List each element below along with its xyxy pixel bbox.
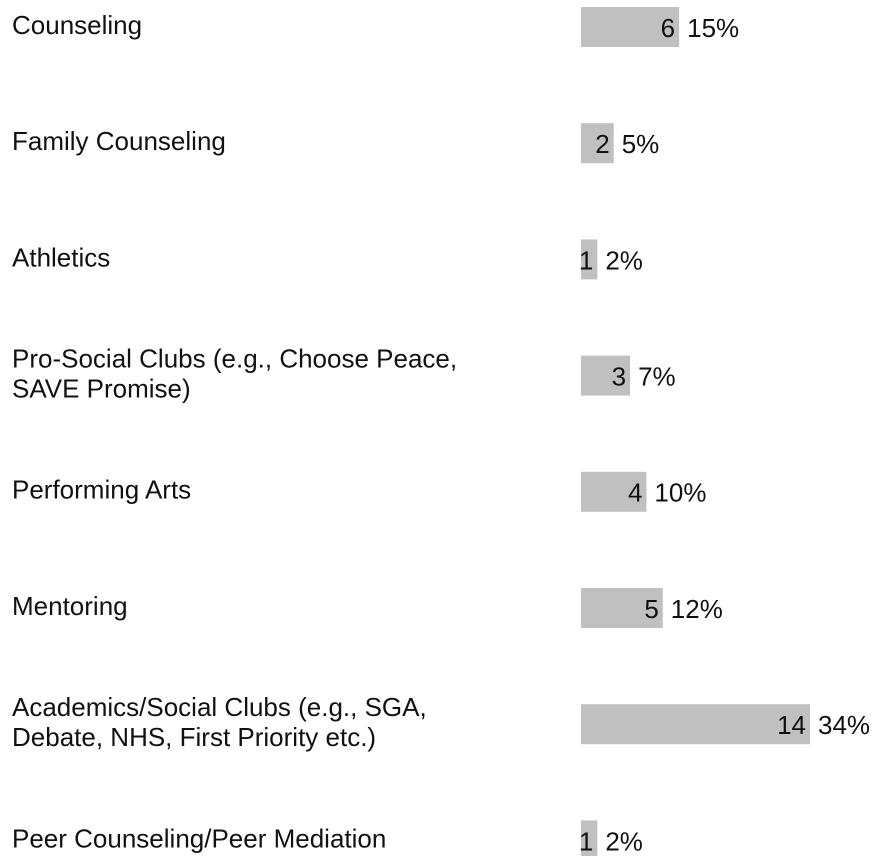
category-label: SAVE Promise) bbox=[12, 373, 191, 403]
category-label: Debate, NHS, First Priority etc.) bbox=[12, 722, 376, 752]
count-label: 3 bbox=[612, 361, 626, 391]
percent-label: 34% bbox=[818, 710, 870, 740]
bar bbox=[581, 123, 614, 164]
percent-label: 7% bbox=[638, 361, 676, 391]
category-label: Performing Arts bbox=[12, 475, 191, 505]
bar bbox=[581, 704, 810, 745]
category-label: Athletics bbox=[12, 242, 110, 272]
percent-label: 5% bbox=[622, 129, 660, 159]
count-label: 1 bbox=[579, 826, 593, 856]
bar bbox=[581, 7, 680, 47]
count-label: 6 bbox=[661, 13, 675, 43]
percent-label: 12% bbox=[671, 594, 723, 624]
bar bbox=[581, 471, 647, 512]
percent-label: 2% bbox=[605, 826, 643, 856]
bar bbox=[581, 355, 631, 396]
category-label: Pro-Social Clubs (e.g., Choose Peace, bbox=[12, 343, 457, 373]
bar bbox=[581, 239, 598, 280]
count-label: 4 bbox=[628, 478, 642, 508]
category-label: Mentoring bbox=[12, 591, 128, 621]
category-label: Peer Counseling/Peer Mediation bbox=[12, 823, 386, 853]
category-label: Family Counseling bbox=[12, 126, 226, 156]
count-label: 2 bbox=[595, 129, 609, 159]
count-label: 5 bbox=[644, 594, 658, 624]
count-label: 1 bbox=[579, 245, 593, 275]
bar bbox=[581, 820, 598, 856]
bar bbox=[581, 588, 663, 628]
percent-label: 10% bbox=[654, 478, 706, 508]
count-label: 14 bbox=[777, 710, 806, 740]
percent-label: 15% bbox=[687, 13, 739, 43]
category-label: Counseling bbox=[12, 10, 142, 40]
category-label: Academics/Social Clubs (e.g., SGA, bbox=[12, 692, 427, 722]
percent-label: 2% bbox=[605, 245, 643, 275]
